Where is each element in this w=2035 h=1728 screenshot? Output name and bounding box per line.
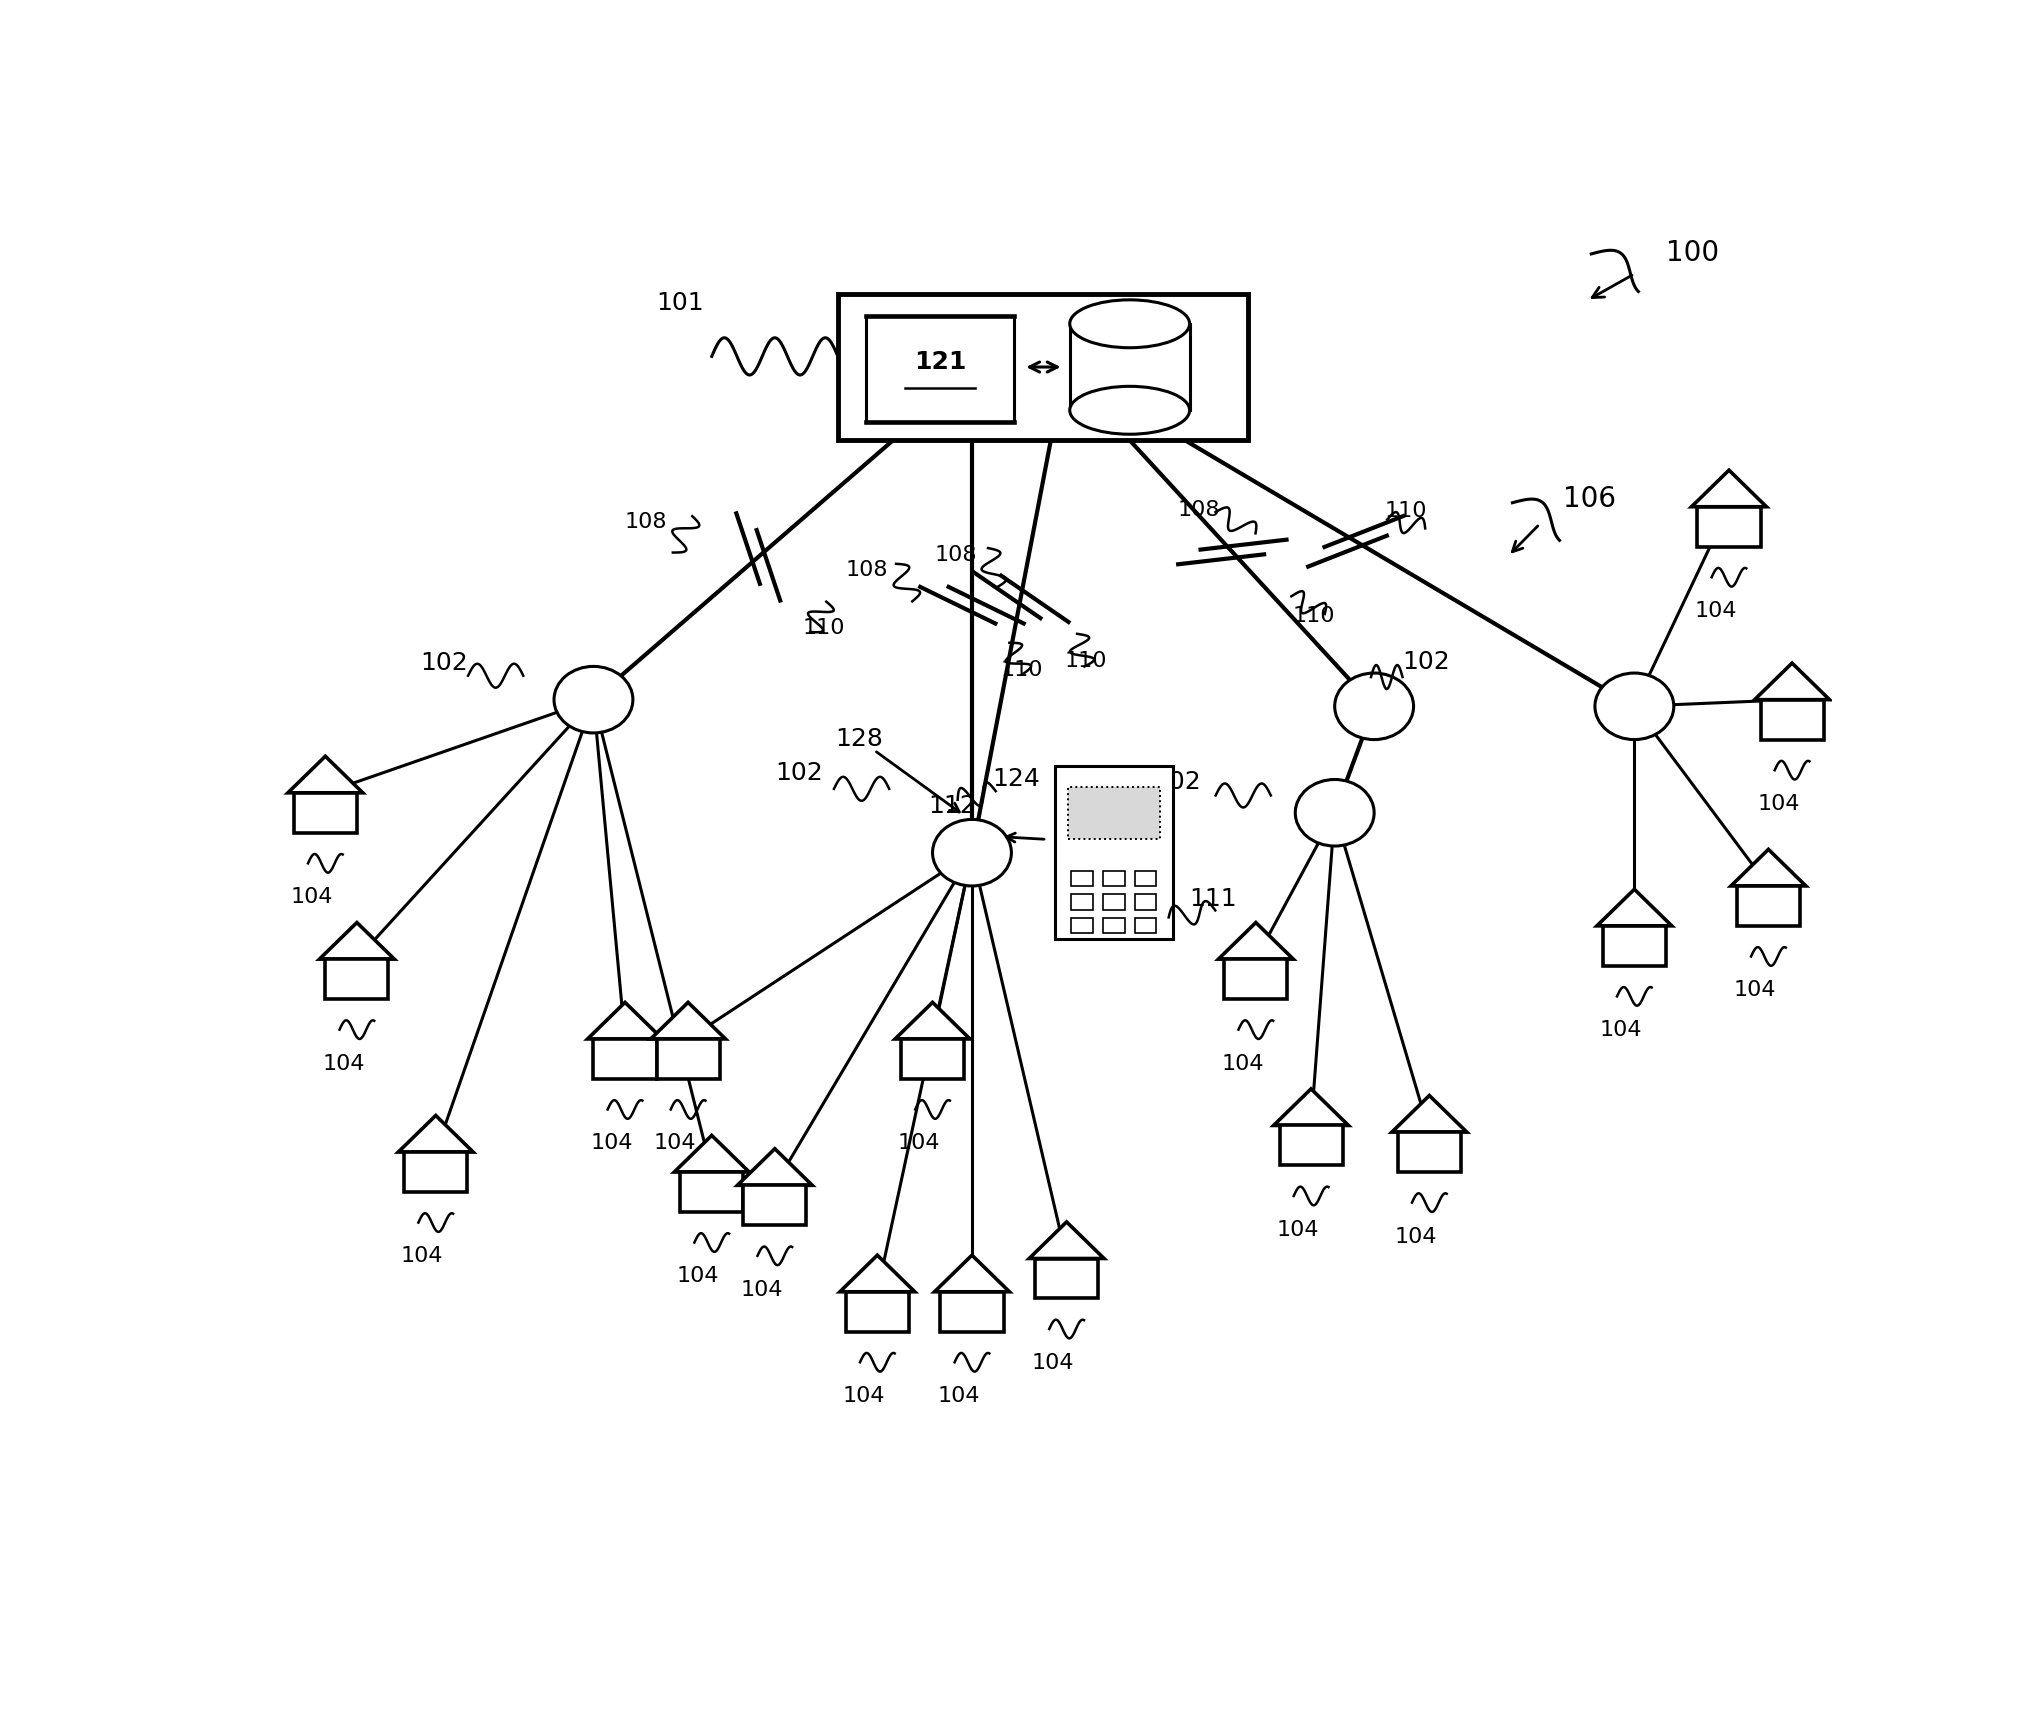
Polygon shape bbox=[1274, 1089, 1349, 1125]
Text: 104: 104 bbox=[842, 1386, 885, 1407]
Polygon shape bbox=[651, 1002, 726, 1039]
Text: 104: 104 bbox=[1695, 601, 1736, 620]
Text: 121: 121 bbox=[914, 351, 967, 375]
Polygon shape bbox=[1392, 1096, 1467, 1132]
Text: 104: 104 bbox=[741, 1280, 783, 1299]
Bar bbox=[1070, 893, 1093, 909]
Text: 104: 104 bbox=[897, 1134, 940, 1153]
Bar bbox=[1604, 926, 1667, 966]
Bar bbox=[1136, 871, 1156, 886]
Text: 112: 112 bbox=[928, 793, 975, 817]
Text: 110: 110 bbox=[1292, 607, 1335, 627]
Polygon shape bbox=[895, 1002, 971, 1039]
Bar bbox=[1225, 959, 1288, 999]
Text: 110: 110 bbox=[1384, 501, 1427, 522]
Text: 104: 104 bbox=[322, 1054, 364, 1073]
Text: 129: 129 bbox=[1203, 314, 1249, 339]
Bar bbox=[902, 1039, 965, 1078]
Bar bbox=[1136, 893, 1156, 909]
Bar bbox=[594, 1039, 657, 1078]
Bar bbox=[405, 1153, 468, 1192]
Text: 128: 128 bbox=[834, 727, 883, 752]
Text: 104: 104 bbox=[653, 1134, 696, 1153]
Polygon shape bbox=[287, 757, 362, 793]
Text: 104: 104 bbox=[1394, 1227, 1437, 1246]
Circle shape bbox=[554, 667, 633, 733]
Text: 104: 104 bbox=[938, 1386, 979, 1407]
Circle shape bbox=[1595, 674, 1673, 740]
Bar bbox=[1697, 506, 1760, 546]
Bar bbox=[1103, 893, 1125, 909]
Text: 104: 104 bbox=[291, 886, 334, 907]
Text: 110: 110 bbox=[1001, 660, 1042, 679]
Text: 102: 102 bbox=[1154, 769, 1201, 793]
Text: 104: 104 bbox=[1600, 1020, 1642, 1040]
Bar bbox=[1398, 1132, 1461, 1172]
Text: 104: 104 bbox=[590, 1134, 633, 1153]
Bar bbox=[838, 294, 1247, 441]
Bar bbox=[293, 793, 356, 833]
Text: 108: 108 bbox=[847, 560, 889, 581]
Circle shape bbox=[1335, 674, 1414, 740]
Text: 102: 102 bbox=[775, 760, 822, 785]
Bar bbox=[1760, 700, 1823, 740]
Bar bbox=[1070, 918, 1093, 933]
Bar bbox=[1136, 918, 1156, 933]
Polygon shape bbox=[399, 1116, 474, 1153]
Text: 100: 100 bbox=[1667, 238, 1720, 266]
Bar bbox=[1103, 871, 1125, 886]
Text: 110: 110 bbox=[802, 619, 845, 638]
Text: 102: 102 bbox=[1402, 650, 1451, 674]
Text: 104: 104 bbox=[401, 1246, 444, 1267]
Text: 104: 104 bbox=[678, 1267, 720, 1286]
Polygon shape bbox=[1597, 890, 1673, 926]
Bar bbox=[657, 1039, 720, 1078]
Bar bbox=[1070, 871, 1093, 886]
Bar bbox=[867, 316, 1013, 422]
Bar bbox=[1068, 786, 1160, 838]
Text: 108: 108 bbox=[1176, 499, 1219, 520]
Polygon shape bbox=[934, 1255, 1009, 1293]
Polygon shape bbox=[1219, 923, 1294, 959]
Text: 102: 102 bbox=[419, 651, 468, 676]
Polygon shape bbox=[737, 1149, 812, 1185]
Text: 124: 124 bbox=[993, 767, 1040, 791]
Ellipse shape bbox=[1070, 301, 1190, 347]
Bar bbox=[940, 1293, 1003, 1332]
Bar bbox=[680, 1172, 743, 1211]
Bar bbox=[1738, 886, 1801, 926]
Text: 110: 110 bbox=[1064, 651, 1107, 672]
Polygon shape bbox=[588, 1002, 663, 1039]
Polygon shape bbox=[1691, 470, 1766, 506]
Bar bbox=[326, 959, 389, 999]
Bar bbox=[1036, 1258, 1099, 1298]
Text: 104: 104 bbox=[1032, 1353, 1074, 1374]
Text: 108: 108 bbox=[625, 511, 667, 532]
Text: 101: 101 bbox=[657, 290, 704, 314]
Polygon shape bbox=[674, 1135, 749, 1172]
Text: 111: 111 bbox=[1188, 886, 1237, 911]
Bar bbox=[1103, 918, 1125, 933]
Text: 104: 104 bbox=[1734, 980, 1777, 1001]
Bar bbox=[1054, 766, 1172, 940]
Bar bbox=[743, 1185, 806, 1225]
Text: 104: 104 bbox=[1758, 795, 1799, 814]
Text: 108: 108 bbox=[934, 544, 977, 565]
Text: 104: 104 bbox=[1276, 1220, 1319, 1241]
Polygon shape bbox=[319, 923, 395, 959]
Circle shape bbox=[932, 819, 1011, 886]
Circle shape bbox=[1296, 779, 1374, 847]
Text: 106: 106 bbox=[1563, 486, 1616, 513]
Polygon shape bbox=[840, 1255, 916, 1293]
Ellipse shape bbox=[1070, 387, 1190, 434]
Bar bbox=[1280, 1125, 1343, 1165]
Text: 104: 104 bbox=[1221, 1054, 1264, 1073]
Bar bbox=[847, 1293, 910, 1332]
Polygon shape bbox=[1732, 850, 1805, 886]
Polygon shape bbox=[1754, 664, 1829, 700]
Bar bbox=[1070, 323, 1190, 410]
Polygon shape bbox=[1030, 1222, 1105, 1258]
